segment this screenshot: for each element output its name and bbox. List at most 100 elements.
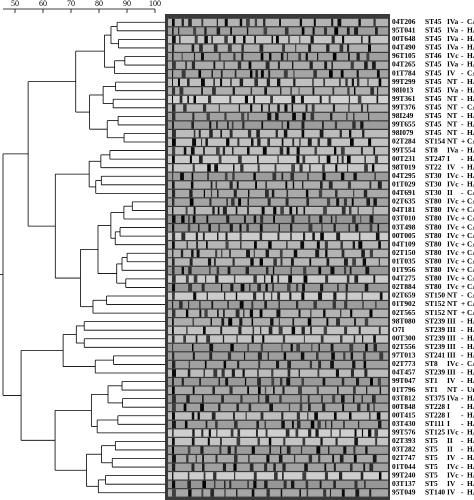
gel-band <box>260 326 262 335</box>
isolate-id: 98I249 <box>392 111 414 120</box>
gel-band <box>322 121 324 129</box>
origin: CA <box>467 265 474 274</box>
gel-band <box>204 27 207 35</box>
gel-band <box>236 335 238 343</box>
gel-band <box>229 386 233 394</box>
gel-band <box>351 198 354 206</box>
gel-band <box>329 70 333 78</box>
origin: HA <box>467 128 474 137</box>
gel-band <box>220 437 222 446</box>
gel-band <box>172 104 176 112</box>
gel-band <box>259 309 263 317</box>
gel-band <box>225 378 229 386</box>
isolate-id: 03T498 <box>392 222 416 231</box>
gel-band <box>231 198 235 206</box>
gel-band <box>268 104 270 112</box>
gel-band <box>299 18 303 27</box>
gel-band <box>172 53 174 61</box>
gel-band <box>258 360 261 369</box>
gel-band <box>274 164 277 172</box>
isolate-id: 98I079 <box>392 128 414 137</box>
gel-band <box>250 104 253 112</box>
gel-band <box>331 18 334 27</box>
gel-band <box>293 70 295 78</box>
gel-band <box>264 420 266 429</box>
gel-band <box>271 292 273 300</box>
gel-band <box>213 61 216 69</box>
gel-band <box>172 403 176 412</box>
pvl: - <box>461 479 464 488</box>
sccmec-type: IVc <box>447 214 459 223</box>
gel-band <box>360 472 364 480</box>
gel-band <box>287 360 292 369</box>
gel-band <box>369 249 374 258</box>
pvl: - <box>461 445 464 454</box>
gel-band <box>290 87 292 95</box>
isolate-id: 99T240 <box>392 470 416 479</box>
gel-band <box>336 318 340 326</box>
gel-lane <box>168 420 388 429</box>
gel-lane <box>168 215 388 223</box>
gel-band <box>309 164 311 172</box>
gel-band <box>191 249 194 258</box>
gel-band <box>273 463 276 471</box>
gel-band <box>205 138 208 146</box>
gel-band <box>346 27 350 35</box>
gel-band <box>277 104 280 112</box>
sccmec-type: II <box>447 188 453 197</box>
gel-band <box>277 232 280 240</box>
gel-band <box>316 446 321 454</box>
gel-band <box>335 215 337 223</box>
gel-band <box>191 61 196 69</box>
gel-lane <box>168 206 388 215</box>
gel-band <box>239 78 244 87</box>
origin: CA <box>467 137 474 146</box>
gel-band <box>257 138 261 146</box>
gel-band <box>319 95 322 104</box>
isolate-id: 01T956 <box>392 265 416 274</box>
gel-band <box>216 27 221 35</box>
gel-band <box>323 309 326 317</box>
gel-band <box>306 489 309 497</box>
gel-band <box>257 155 259 164</box>
sequence-type: ST239 <box>425 342 445 351</box>
gel-band <box>288 35 290 44</box>
gel-band <box>206 215 209 223</box>
gel-band <box>320 335 324 343</box>
gel-band <box>291 95 296 104</box>
origin: CA <box>467 188 474 197</box>
gel-band <box>332 301 336 309</box>
gel-band <box>233 189 237 198</box>
gel-band <box>235 292 238 300</box>
gel-band <box>199 44 203 52</box>
pvl: - <box>461 393 464 402</box>
gel-band <box>350 369 354 377</box>
gel-band <box>216 429 218 437</box>
gel-band <box>185 206 188 215</box>
gel-lane <box>168 352 388 360</box>
gel-band <box>277 292 281 300</box>
pvl: - <box>461 291 464 300</box>
pvl: - <box>461 120 464 129</box>
gel-lane <box>168 27 388 35</box>
gel-band <box>237 429 241 437</box>
gel-band <box>366 403 370 412</box>
gel-band <box>172 360 176 369</box>
gel-band <box>318 292 323 300</box>
gel-band <box>285 429 290 437</box>
origin: HA <box>467 94 474 103</box>
gel-band <box>235 309 240 317</box>
gel-band <box>354 429 357 437</box>
origin: CA <box>467 239 474 248</box>
gel-band <box>308 215 311 223</box>
gel-band <box>280 258 283 266</box>
gel-band <box>372 455 377 463</box>
gel-band <box>326 318 329 326</box>
gel-band <box>232 87 235 95</box>
gel-band <box>270 95 273 104</box>
gel-band <box>286 241 288 249</box>
gel-band <box>290 172 295 181</box>
gel-band <box>184 420 188 429</box>
origin: HA <box>467 179 474 188</box>
